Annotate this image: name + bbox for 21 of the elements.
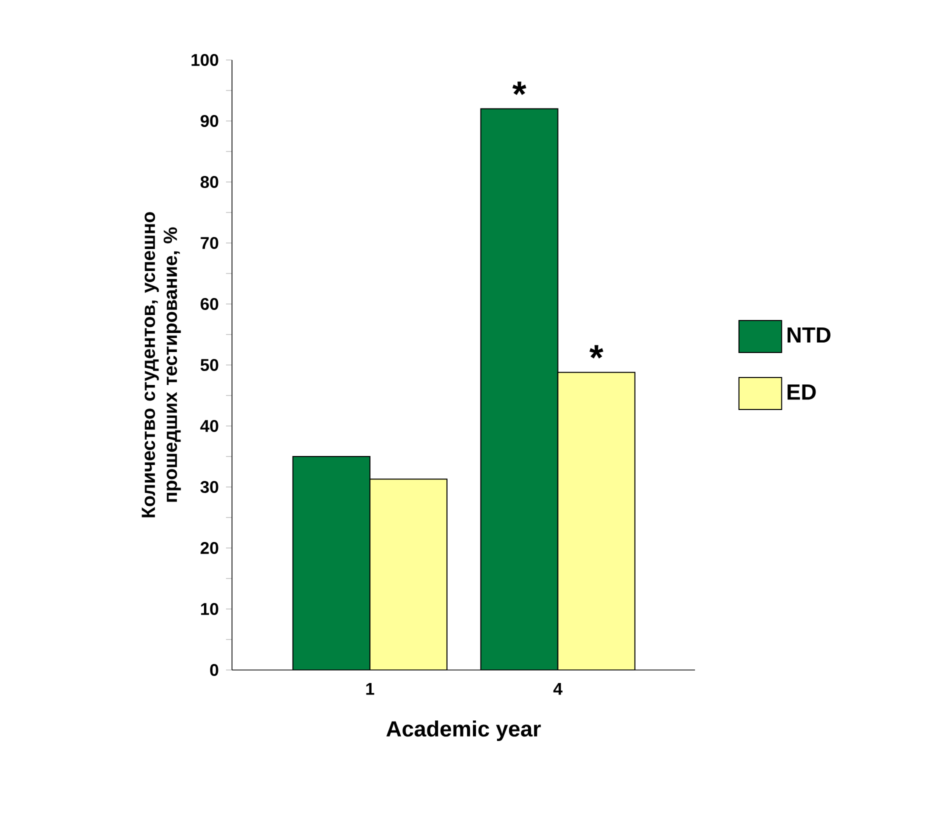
legend-label: ED xyxy=(788,384,816,400)
y-tick-label: 90 xyxy=(200,114,218,127)
y-tick-label: 10 xyxy=(201,602,218,616)
y-tick-label: 50 xyxy=(200,358,218,372)
y-axis-title: Количество студентов, успешно прошедших тестирование, % xyxy=(142,212,181,518)
y-tick-label: 0 xyxy=(210,664,218,676)
y-tick-label: 40 xyxy=(200,420,218,432)
annotation: * xyxy=(589,345,604,359)
y-tick-label: 20 xyxy=(200,542,218,554)
x-axis-title: Academic year xyxy=(386,720,541,741)
y-tick-label: 60 xyxy=(200,298,218,310)
x-tick-label: 4 xyxy=(553,683,562,695)
x-tick-label: 1 xyxy=(366,683,374,695)
bar xyxy=(480,108,558,670)
annotation: * xyxy=(512,82,526,96)
y-tick-label: 30 xyxy=(200,480,218,494)
y-tick-label: 80 xyxy=(200,176,218,188)
bar xyxy=(292,456,370,670)
y-tick-label: 70 xyxy=(200,236,218,249)
y-tick-label: 100 xyxy=(192,54,218,66)
legend-label: NTD xyxy=(788,327,830,343)
